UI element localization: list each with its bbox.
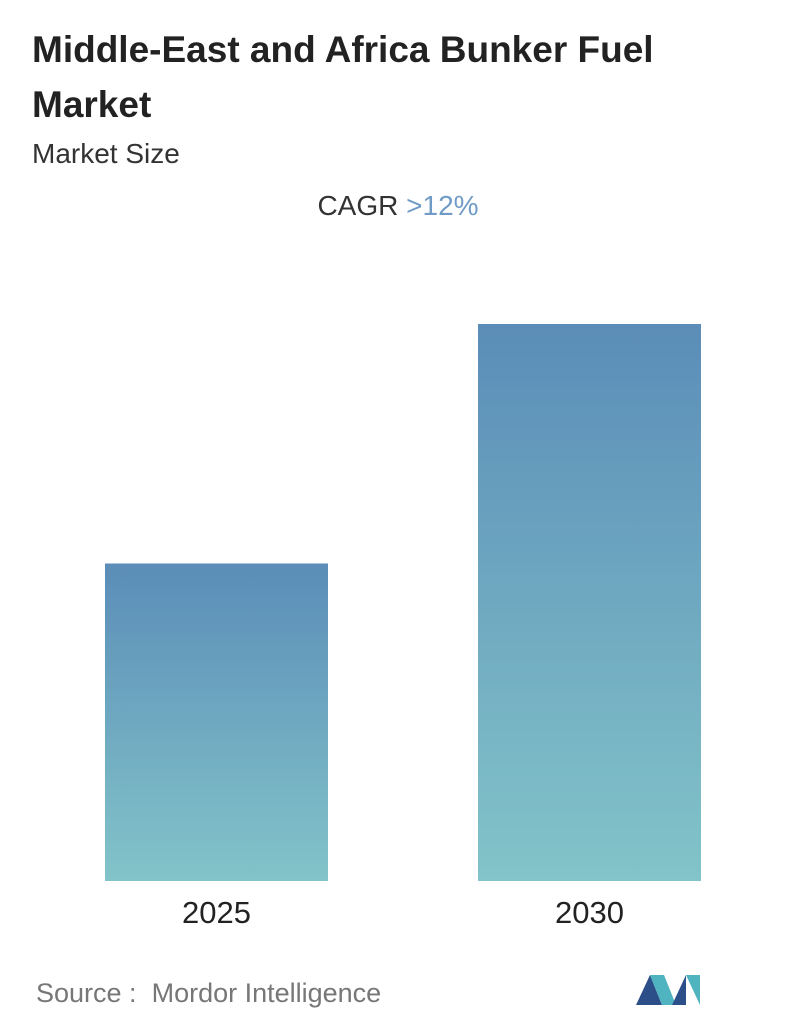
- logo: [636, 975, 700, 1005]
- bar: [105, 563, 328, 881]
- cagr-label: CAGR: [317, 190, 399, 221]
- source: Source : Mordor Intelligence: [36, 978, 381, 1009]
- x-tick-label: 2025: [182, 895, 251, 930]
- source-value: Mordor Intelligence: [151, 978, 382, 1008]
- chart-title: Middle-East and Africa Bunker Fuel Marke…: [32, 29, 654, 125]
- cagr-value: >12%: [406, 190, 479, 221]
- subtitle: Market Size: [32, 138, 180, 169]
- bar: [478, 324, 701, 881]
- cagr: CAGR >12%: [0, 190, 796, 222]
- source-label: Source :: [36, 978, 137, 1008]
- x-tick-label: 2030: [555, 895, 624, 930]
